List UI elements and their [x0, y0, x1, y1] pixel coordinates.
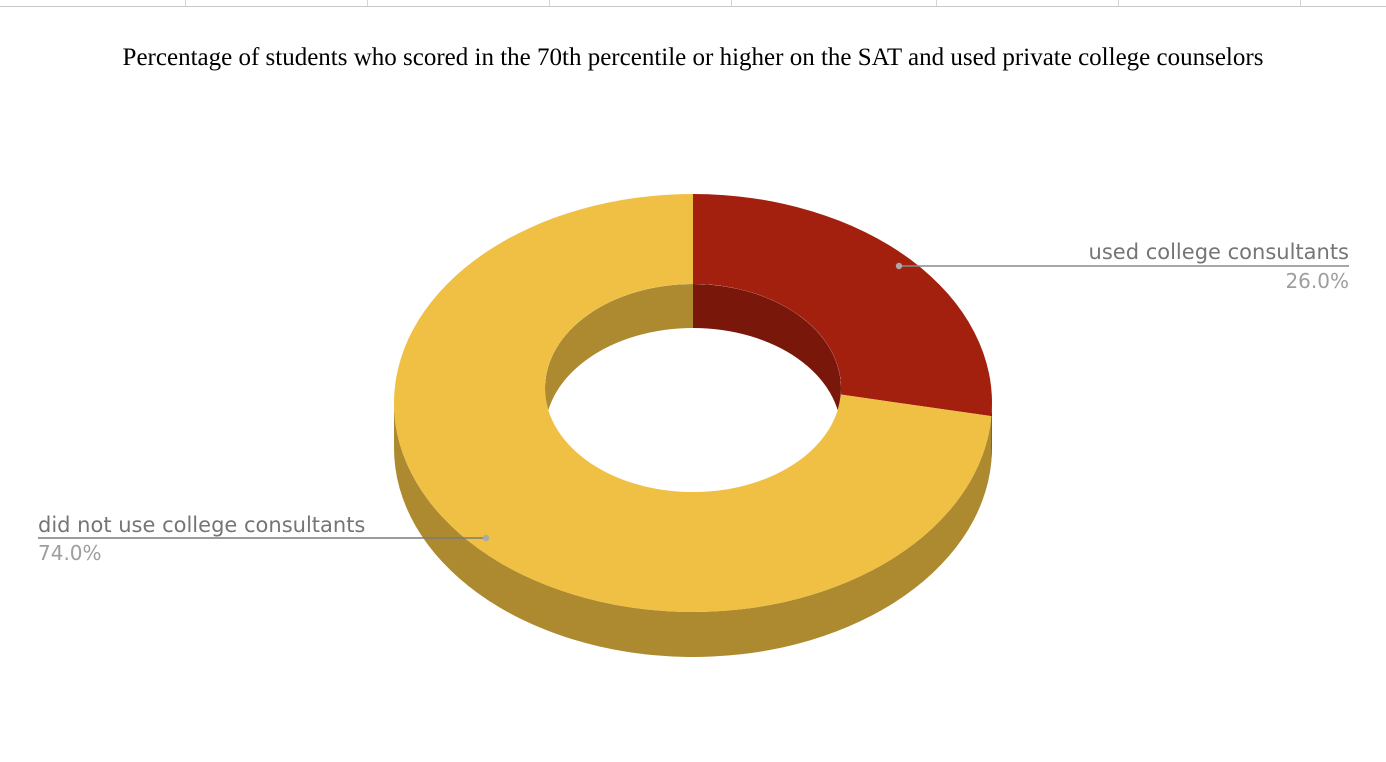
callout-value: 74.0%	[38, 541, 102, 565]
grid-column-divider	[1300, 0, 1301, 6]
grid-column-divider	[367, 0, 368, 6]
slice-callout: used college consultants 26.0%	[895, 240, 1349, 293]
grid-column-divider	[936, 0, 937, 6]
donut-slice	[693, 194, 992, 417]
donut-outer-wall	[991, 403, 992, 462]
donut-inner-wall	[693, 284, 841, 432]
spreadsheet-grid-strip	[0, 0, 1386, 7]
chart-title: Percentage of students who scored in the…	[122, 44, 1264, 71]
slice-callout: did not use college consultants 74.0%	[38, 513, 490, 565]
callout-value: 26.0%	[1285, 269, 1349, 293]
grid-column-divider	[1118, 0, 1119, 6]
callout-anchor-dot	[895, 262, 903, 270]
callout-anchor-dot	[482, 534, 490, 542]
grid-column-divider	[731, 0, 732, 6]
grid-column-divider	[549, 0, 550, 6]
grid-column-divider	[185, 0, 186, 6]
donut-slice	[394, 194, 992, 612]
callout-layer: used college consultants 26.0% did not use…	[38, 240, 1349, 565]
donut-layer	[394, 194, 992, 657]
callout-label: did not use college consultants	[38, 513, 365, 537]
callout-label: used college consultants	[1089, 240, 1349, 264]
donut-inner-wall	[545, 284, 693, 432]
donut-outer-wall	[394, 403, 992, 657]
